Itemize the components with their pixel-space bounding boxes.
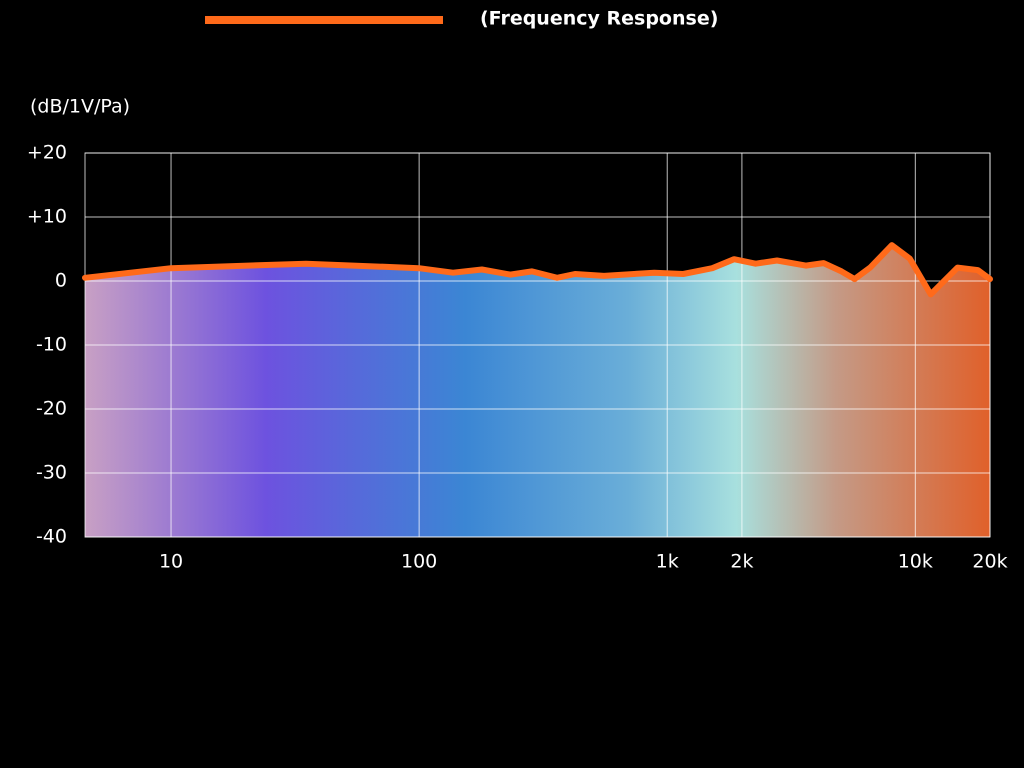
y-tick-label: -10 bbox=[36, 334, 67, 356]
y-tick-label: -20 bbox=[36, 398, 67, 420]
y-tick-label: 0 bbox=[55, 270, 67, 292]
x-tick-label: 10 bbox=[159, 551, 183, 573]
grid bbox=[84, 152, 991, 538]
plot-frame bbox=[84, 152, 991, 538]
y-tick-label: -40 bbox=[36, 526, 67, 548]
y-axis-label: (dB/1V/Pa) bbox=[30, 96, 130, 118]
legend: (Frequency Response) bbox=[205, 8, 718, 30]
x-tick-label: 20k bbox=[972, 551, 1007, 573]
marks: -40 -30 -20 -10 0 +10 +20 10 100 1k 2k 10k 20k bbox=[27, 142, 1008, 573]
y-tick-label: +20 bbox=[27, 142, 67, 164]
legend-label: (Frequency Response) bbox=[480, 8, 718, 30]
area-fill bbox=[85, 245, 990, 537]
y-tick-label: +10 bbox=[27, 206, 67, 228]
x-tick-label: 1k bbox=[656, 551, 679, 573]
x-tick-label: 10k bbox=[898, 551, 933, 573]
y-tick-label: -30 bbox=[36, 462, 67, 484]
x-tick-label: 2k bbox=[730, 551, 753, 573]
plot-area bbox=[85, 245, 990, 537]
line bbox=[82, 242, 993, 298]
x-tick-label: 100 bbox=[401, 551, 437, 573]
